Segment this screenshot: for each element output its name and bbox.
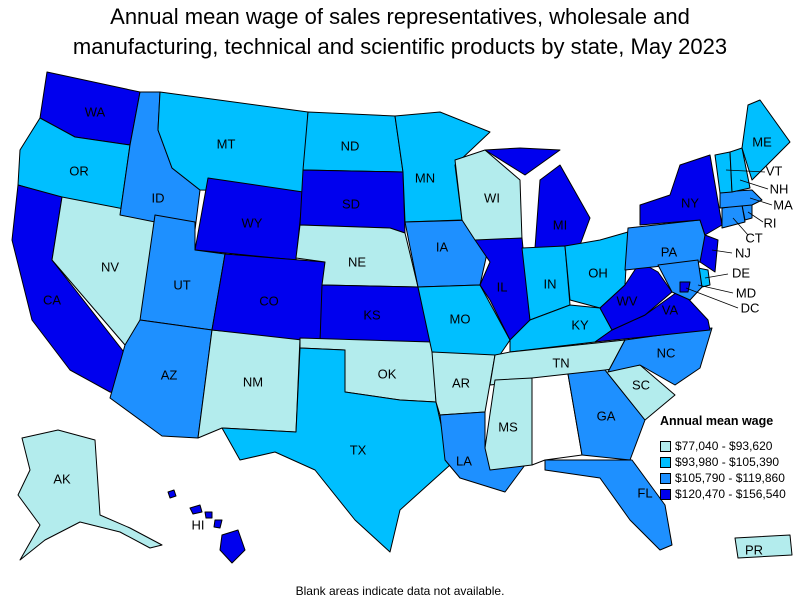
label-leader-lines <box>685 169 773 309</box>
label-SD: SD <box>342 196 360 211</box>
label-CO: CO <box>259 293 279 308</box>
label-KY: KY <box>571 317 589 332</box>
state-HI[interactable] <box>167 489 246 564</box>
label-NM: NM <box>243 374 263 389</box>
map-title: Annual mean wage of sales representative… <box>0 2 800 62</box>
state-MO[interactable] <box>417 284 511 363</box>
legend-item: $77,040 - $93,620 <box>660 438 798 454</box>
state-NH[interactable] <box>729 147 751 193</box>
label-AZ: AZ <box>161 367 178 382</box>
label-DC: DC <box>741 300 760 315</box>
legend-label: $93,980 - $105,390 <box>675 455 780 469</box>
label-IL: IL <box>497 279 508 294</box>
label-NJ: NJ <box>735 245 751 260</box>
legend-title: Annual mean wage <box>660 414 774 428</box>
label-OK: OK <box>378 366 397 381</box>
label-AR: AR <box>452 375 470 390</box>
title-line-2: manufacturing, technical and scientific … <box>72 34 728 59</box>
label-IA: IA <box>436 239 449 254</box>
label-PA: PA <box>661 244 678 259</box>
label-PR: PR <box>745 542 763 557</box>
state-MI[interactable] <box>484 147 591 249</box>
state-MA[interactable] <box>719 189 763 209</box>
label-MD: MD <box>736 285 756 300</box>
legend-label: $105,790 - $119,860 <box>675 471 785 485</box>
legend-swatch <box>660 440 671 452</box>
label-ME: ME <box>752 134 772 149</box>
legend-label: $120,470 - $156,540 <box>675 487 786 501</box>
state-VT[interactable] <box>714 151 733 194</box>
label-ID: ID <box>152 190 165 205</box>
label-VT: VT <box>766 163 783 178</box>
label-IN: IN <box>544 276 557 291</box>
state-AL[interactable] <box>531 373 583 466</box>
legend-label: $77,040 - $93,620 <box>675 439 773 453</box>
label-OH: OH <box>588 265 608 280</box>
legend-item: $120,470 - $156,540 <box>660 486 798 502</box>
label-ND: ND <box>341 138 360 153</box>
legend-swatch <box>660 472 671 484</box>
state-FL[interactable] <box>544 459 673 551</box>
label-NE: NE <box>348 254 366 269</box>
label-MI: MI <box>553 217 567 232</box>
label-AK: AK <box>53 471 71 486</box>
label-SC: SC <box>632 377 650 392</box>
legend-swatch <box>660 456 671 468</box>
label-WI: WI <box>484 190 500 205</box>
label-NH: NH <box>770 181 789 196</box>
label-MN: MN <box>415 170 435 185</box>
state-AK[interactable] <box>17 429 163 561</box>
label-NC: NC <box>657 345 676 360</box>
leader-DE <box>704 273 729 279</box>
label-MS: MS <box>498 419 518 434</box>
label-TX: TX <box>350 442 367 457</box>
leader-NH <box>739 179 769 190</box>
state-GA[interactable] <box>567 369 646 461</box>
state-MS[interactable] <box>484 377 533 471</box>
label-RI: RI <box>764 215 777 230</box>
state-ME[interactable] <box>741 99 791 181</box>
label-MO: MO <box>450 311 471 326</box>
legend-item: $93,980 - $105,390 <box>660 454 798 470</box>
territory-PR[interactable] <box>734 534 793 559</box>
leader-RI <box>747 211 764 223</box>
title-line-1: Annual mean wage of sales representative… <box>110 4 690 29</box>
state-TX[interactable] <box>221 347 451 553</box>
label-NY: NY <box>681 195 699 210</box>
state-CT[interactable] <box>721 204 746 229</box>
state-NJ[interactable] <box>699 234 719 273</box>
label-UT: UT <box>173 277 190 292</box>
legend-item: $105,790 - $119,860 <box>660 470 798 486</box>
label-LA: LA <box>456 453 472 468</box>
label-KS: KS <box>363 307 381 322</box>
leader-CT <box>732 217 749 236</box>
label-MA: MA <box>773 197 793 212</box>
legend-swatch <box>660 488 671 500</box>
label-NV: NV <box>101 259 119 274</box>
label-CT: CT <box>745 230 762 245</box>
map-legend: Annual mean wage $77,040 - $93,620 $93,9… <box>660 414 798 502</box>
label-GA: GA <box>597 408 616 423</box>
state-LA[interactable] <box>439 411 526 493</box>
label-HI: HI <box>192 517 205 532</box>
label-MT: MT <box>217 136 236 151</box>
leader-VT <box>725 169 766 173</box>
label-OR: OR <box>69 163 89 178</box>
label-VA: VA <box>662 302 679 317</box>
label-WV: WV <box>617 293 638 308</box>
state-DC[interactable] <box>679 281 691 293</box>
label-WY: WY <box>242 215 263 230</box>
label-CA: CA <box>43 292 61 307</box>
leader-MD <box>697 284 734 294</box>
leader-MA <box>749 197 773 206</box>
label-DE: DE <box>732 265 750 280</box>
label-FL: FL <box>637 485 652 500</box>
label-WA: WA <box>85 104 106 119</box>
state-NC[interactable] <box>607 327 713 386</box>
footnote: Blank areas indicate data not available. <box>295 584 505 598</box>
leader-NJ <box>711 249 733 254</box>
leader-DC <box>685 287 739 309</box>
label-TN: TN <box>552 355 569 370</box>
